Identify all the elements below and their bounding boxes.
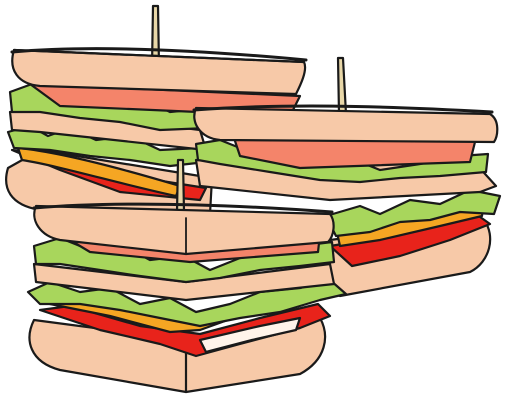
lettuce-lower-right: [324, 188, 502, 238]
bread-top-crust-right: [192, 104, 494, 114]
bread-top-crust-back-left: [10, 47, 308, 62]
sandwich-front: [26, 158, 348, 394]
mayo-front: [198, 316, 302, 354]
bread-top-right: [193, 106, 499, 144]
bread-top-front: [33, 204, 335, 256]
bread-top-back-left: [11, 48, 307, 96]
sandwich-right: [192, 56, 502, 298]
cheese-back-left: [16, 146, 182, 198]
bread-top-edge-back-left: [12, 48, 306, 64]
bread-top-crust-front: [32, 202, 334, 214]
